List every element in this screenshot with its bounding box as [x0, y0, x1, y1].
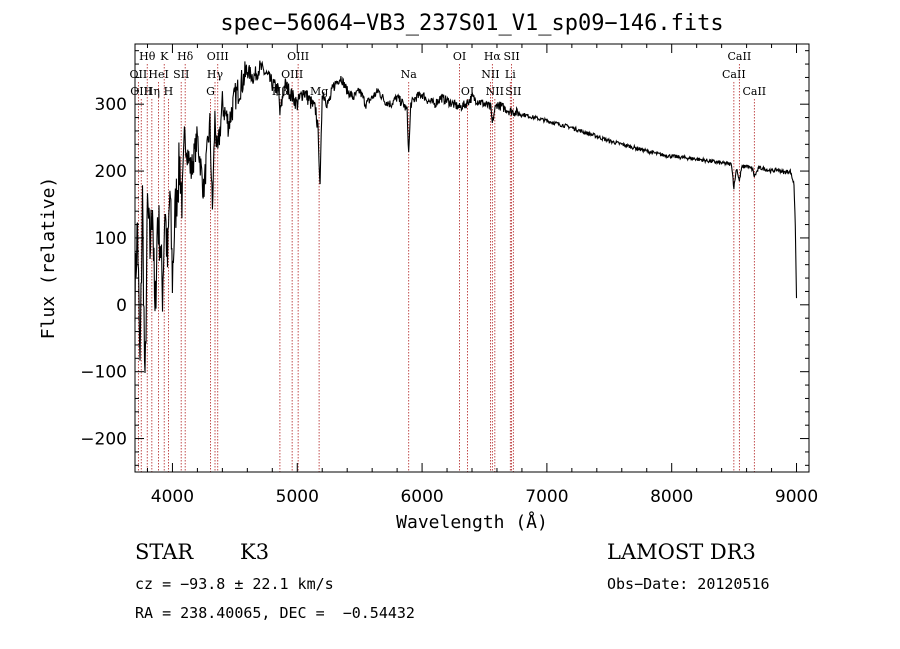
- spectral-line-label: Hα: [484, 50, 502, 63]
- spectral-line-label: CaII: [728, 50, 752, 63]
- spectral-line-label: Hη: [144, 85, 160, 98]
- survey-label: LAMOST DR3: [607, 540, 756, 564]
- spectral-line-label: OIII: [207, 50, 229, 63]
- spectral-line-label: CaII: [742, 85, 766, 98]
- spectral-line-label: OIII: [287, 50, 309, 63]
- spectral-line-label: H: [164, 85, 174, 98]
- spectral-line-label: SII: [505, 85, 521, 98]
- spectral-line-label: Li: [505, 68, 516, 81]
- spectral-line-markers: [137, 64, 755, 472]
- spectral-line-label: HeI: [148, 68, 168, 81]
- x-tick-label: 7000: [525, 487, 568, 507]
- object-class: STAR: [135, 540, 194, 564]
- spectral-line-label: Hγ: [207, 68, 224, 81]
- y-tick-label: 100: [95, 229, 127, 249]
- spectrum-plot: spec−56064−VB3_237S01_V1_sp09−146.fits H…: [38, 11, 818, 533]
- y-tick-label: −200: [80, 430, 127, 450]
- spectrum-line: [134, 60, 798, 374]
- spectral-line-label: Na: [401, 68, 418, 81]
- y-tick-label: −100: [80, 363, 127, 383]
- spectral-line-label: Hθ: [139, 50, 156, 63]
- spectral-line-label: OII: [130, 68, 148, 81]
- redshift-readout: cz = −93.8 ± 22.1 km/s: [135, 575, 334, 593]
- spectral-line-label: OI: [453, 50, 466, 63]
- chart-title: spec−56064−VB3_237S01_V1_sp09−146.fits: [220, 11, 723, 36]
- spectral-line-label: Hδ: [177, 50, 194, 63]
- spectral-line-label: OI: [461, 85, 474, 98]
- spectral-line-label: SII: [173, 68, 189, 81]
- spectral-line-label: OIII: [281, 68, 303, 81]
- x-tick-label: 9000: [775, 487, 818, 507]
- x-axis-label: Wavelength (Å): [396, 511, 548, 533]
- x-tick-label: 4000: [151, 487, 194, 507]
- spectral-line-label: G: [206, 85, 215, 98]
- x-tick-label: 8000: [650, 487, 693, 507]
- spectral-line-label: K: [160, 50, 169, 63]
- spectral-line-label: OIII: [130, 85, 152, 98]
- object-subclass: K3: [240, 540, 270, 564]
- spectral-line-label: NII: [481, 68, 499, 81]
- y-axis-label: Flux (relative): [38, 177, 59, 340]
- observation-date: Obs−Date: 20120516: [607, 575, 770, 593]
- x-axis-ticks: 4000 5000 6000 7000 8000 9000: [146, 44, 818, 507]
- y-tick-label: 200: [95, 162, 127, 182]
- spectral-line-label: CaII: [722, 68, 746, 81]
- y-tick-label: 0: [116, 296, 127, 316]
- spectral-line-label: NII: [486, 85, 504, 98]
- x-tick-label: 6000: [400, 487, 443, 507]
- spectral-line-label: SII: [503, 50, 519, 63]
- y-tick-label: 300: [95, 95, 127, 115]
- coordinates-readout: RA = 238.40065, DEC = −0.54432: [135, 604, 415, 622]
- x-tick-label: 5000: [276, 487, 319, 507]
- y-axis-ticks: −200 −100 0 100 200 300: [80, 50, 809, 466]
- spectral-line-label: Hβ: [272, 85, 288, 98]
- spectral-line-label: Mg: [310, 85, 328, 98]
